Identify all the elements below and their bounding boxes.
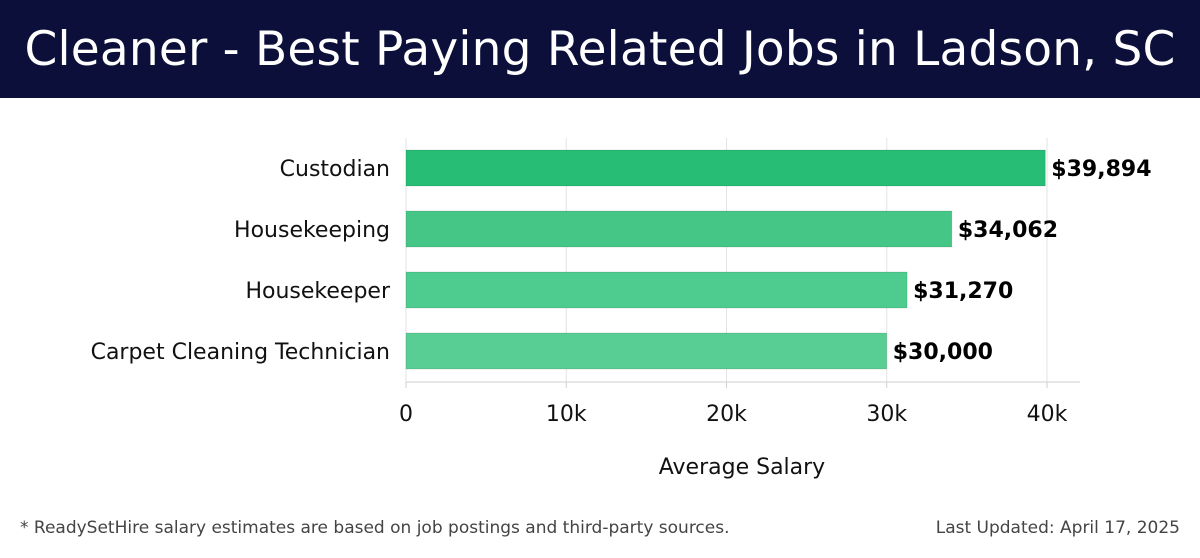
category-label-3: Carpet Cleaning Technician	[91, 340, 390, 365]
chart-header: Cleaner - Best Paying Related Jobs in La…	[0, 0, 1200, 98]
category-label-0: Custodian	[280, 157, 390, 182]
x-tick-label-10k: 10k	[546, 402, 587, 427]
x-tick-label-30k: 30k	[866, 402, 907, 427]
footnote: * ReadySetHire salary estimates are base…	[20, 518, 730, 538]
x-tick-label-0: 0	[399, 402, 413, 427]
value-label-1: $34,062	[958, 218, 1058, 243]
bars	[405, 149, 1046, 370]
category-labels: Custodian Housekeeping Housekeeper Carpet C…	[91, 157, 391, 365]
bar-2	[405, 271, 908, 309]
x-tick-label-20k: 20k	[706, 402, 747, 427]
chart-title: Cleaner - Best Paying Related Jobs in La…	[24, 21, 1176, 77]
x-axis-label: Average Salary	[659, 455, 825, 480]
category-label-2: Housekeeper	[245, 279, 390, 304]
value-label-3: $30,000	[893, 340, 993, 365]
bar-chart: Custodian Housekeeping Housekeeper Carpet C…	[91, 138, 1152, 480]
x-axis: 0 10k 20k 30k 40k	[399, 381, 1080, 427]
value-labels: $39,894 $34,062 $31,270 $30,000	[893, 157, 1152, 365]
bar-0	[405, 149, 1046, 187]
bar-1	[405, 210, 953, 248]
x-tick-label-40k: 40k	[1027, 402, 1068, 427]
category-label-1: Housekeeping	[234, 218, 390, 243]
value-label-2: $31,270	[913, 279, 1013, 304]
bar-3	[405, 332, 888, 370]
last-updated: Last Updated: April 17, 2025	[935, 518, 1180, 538]
value-label-0: $39,894	[1051, 157, 1151, 182]
